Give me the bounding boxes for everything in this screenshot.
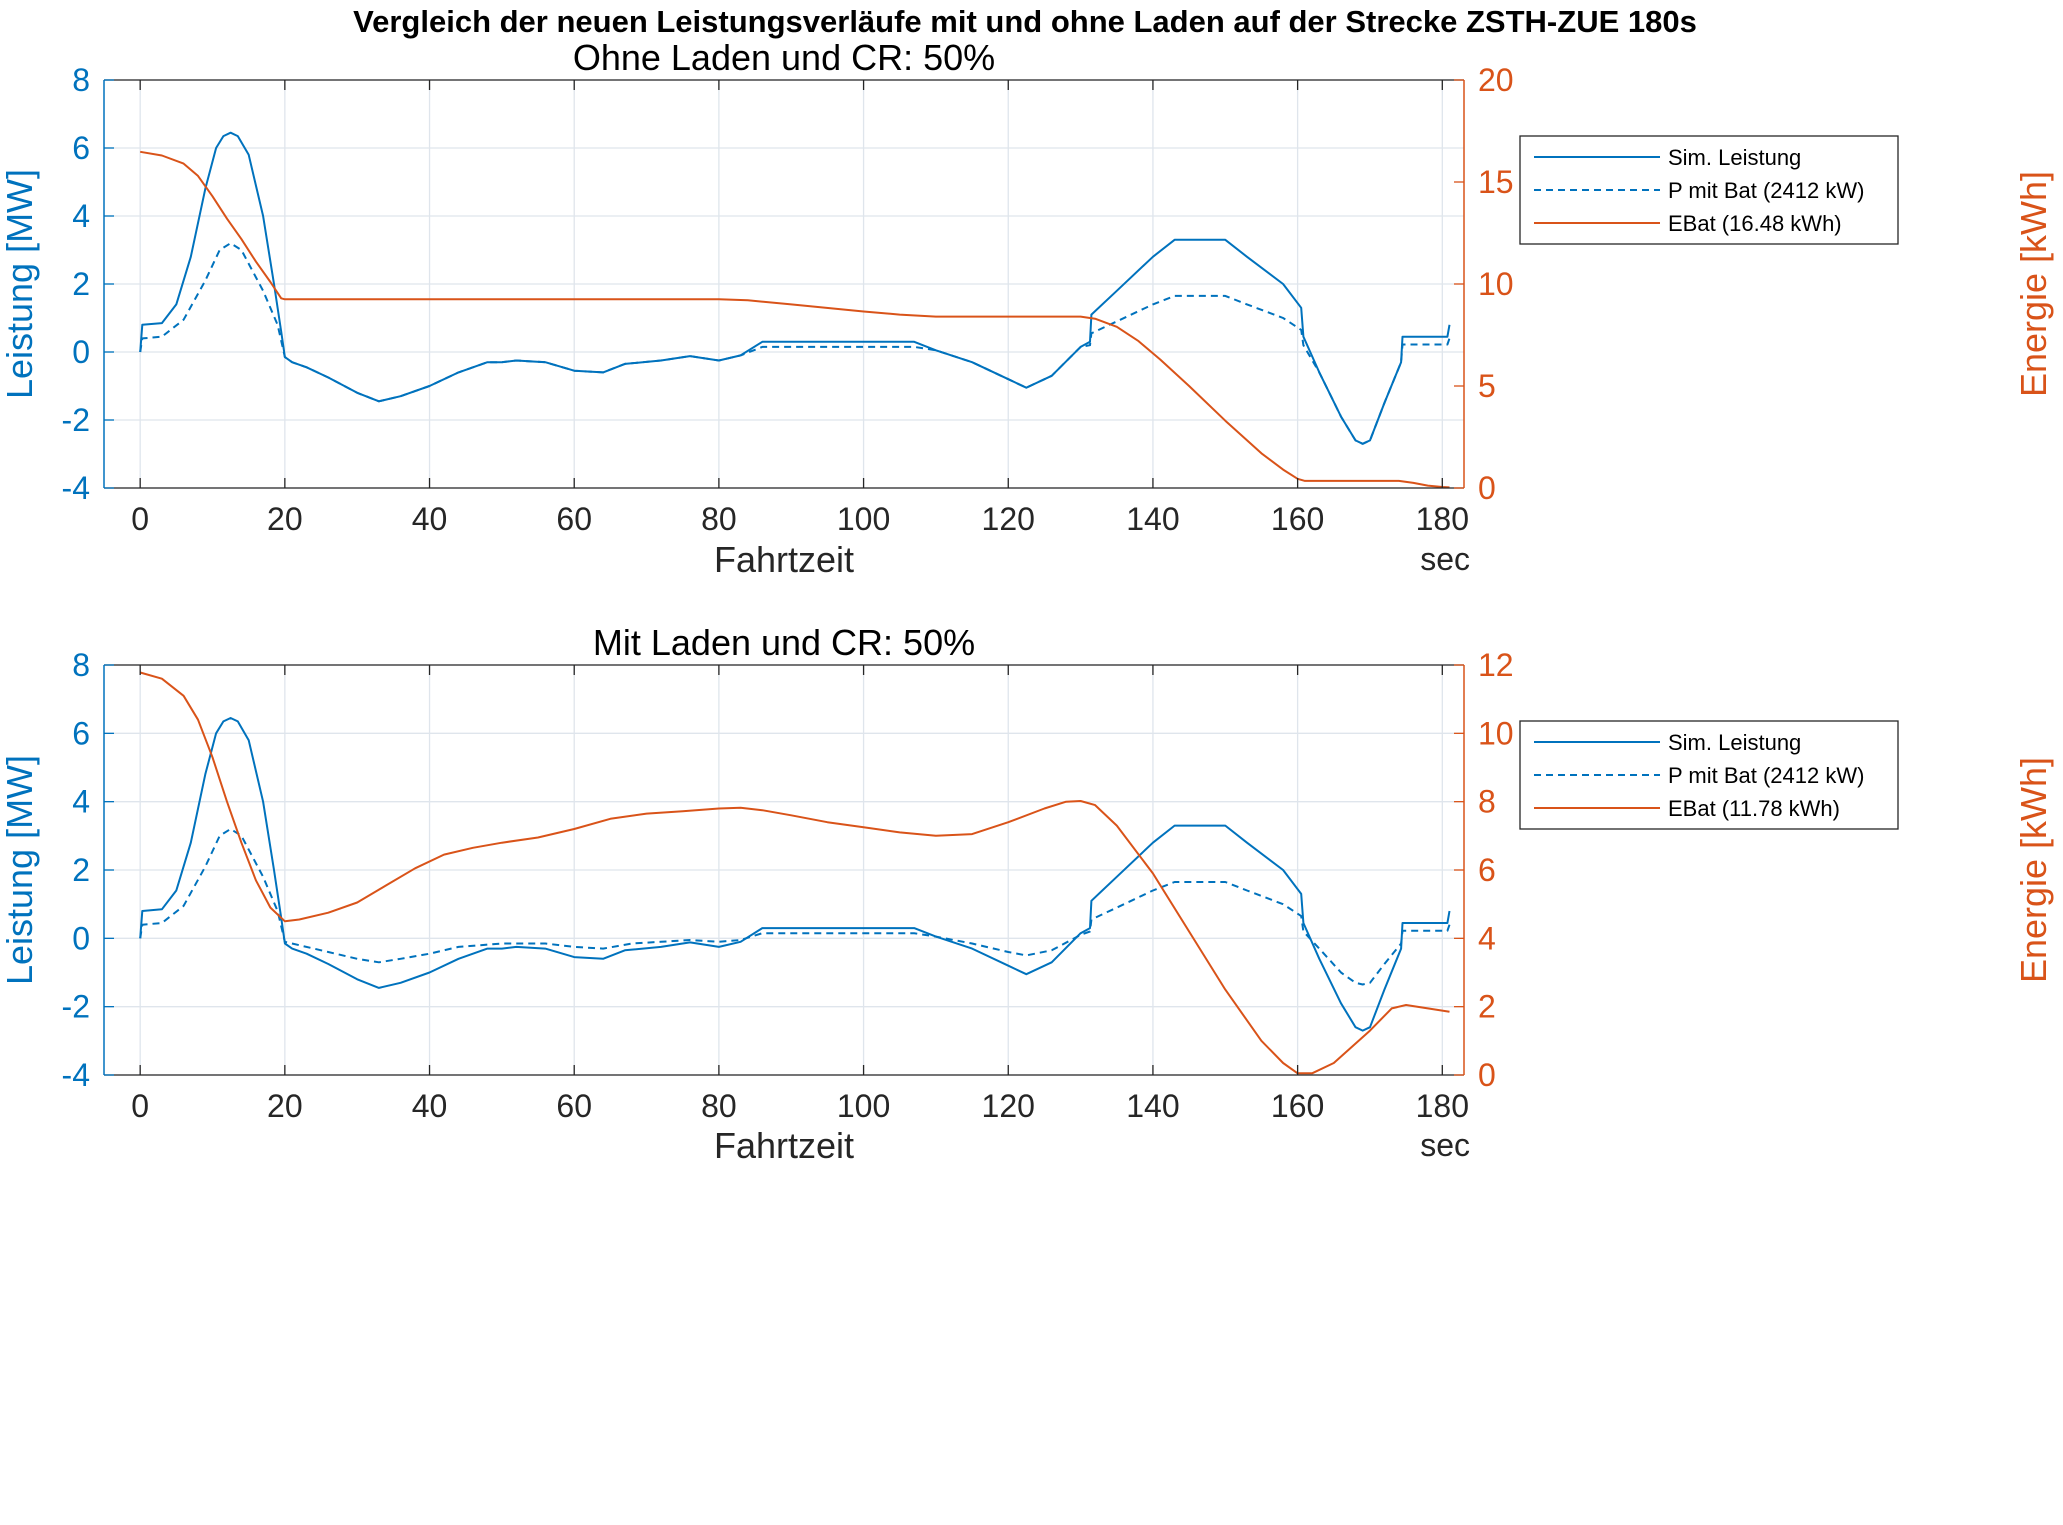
legend-label: Sim. Leistung bbox=[1668, 145, 1801, 170]
x-tick-label: 160 bbox=[1271, 1088, 1324, 1124]
chart-bottom: 0 20 40 60 80 100 120 140 160 180-4-2024680246810… bbox=[0, 622, 2054, 1166]
x-tick-label: 40 bbox=[412, 501, 448, 537]
y-tick-label-right: 0 bbox=[1478, 470, 1496, 506]
chart-title: Mit Laden und CR: 50% bbox=[593, 622, 975, 663]
chart-top: 0 20 40 60 80 100 120 140 160 180-4-2024680510152… bbox=[0, 37, 2054, 580]
x-tick-label: 40 bbox=[412, 1088, 448, 1124]
legend-label: EBat (16.48 kWh) bbox=[1668, 211, 1842, 236]
figure-suptitle: Vergleich der neuen Leistungsverläufe mi… bbox=[353, 4, 1697, 39]
legend-label: P mit Bat (2412 kW) bbox=[1668, 178, 1864, 203]
y-axis-label-left: Leistung [MW] bbox=[0, 755, 40, 985]
x-tick-label: 120 bbox=[982, 501, 1035, 537]
y-tick-label-right: 10 bbox=[1478, 715, 1514, 751]
y-axis-label-left: Leistung [MW] bbox=[0, 169, 40, 399]
y-tick-label-right: 8 bbox=[1478, 784, 1496, 820]
y-tick-label-left: 8 bbox=[72, 62, 90, 98]
y-tick-label-right: 4 bbox=[1478, 920, 1496, 956]
y-tick-label-right: 15 bbox=[1478, 164, 1514, 200]
y-tick-label-right: 0 bbox=[1478, 1057, 1496, 1093]
series-line-2 bbox=[139, 242, 1451, 445]
y-tick-label-left: 6 bbox=[72, 130, 90, 166]
series-line-3 bbox=[139, 671, 1450, 1075]
x-tick-label: 0 bbox=[131, 501, 149, 537]
y-tick-label-right: 2 bbox=[1478, 989, 1496, 1025]
x-tick-label: 120 bbox=[982, 1088, 1035, 1124]
y-axis-label-right: Energie [kWh] bbox=[2013, 757, 2054, 983]
x-tick-label: 100 bbox=[837, 1088, 890, 1124]
x-tick-label: 80 bbox=[701, 501, 737, 537]
legend-label: P mit Bat (2412 kW) bbox=[1668, 763, 1864, 788]
x-tick-label: 160 bbox=[1271, 501, 1324, 537]
x-axis-label: Fahrtzeit bbox=[714, 539, 854, 580]
x-tick-label: 140 bbox=[1126, 1088, 1179, 1124]
y-tick-label-right: 20 bbox=[1478, 62, 1514, 98]
series-line-1 bbox=[139, 717, 1451, 1032]
legend-label: Sim. Leistung bbox=[1668, 730, 1801, 755]
y-tick-label-left: 2 bbox=[72, 852, 90, 888]
y-tick-label-left: 0 bbox=[72, 920, 90, 956]
y-tick-label-left: 4 bbox=[72, 784, 90, 820]
x-tick-label: 100 bbox=[837, 501, 890, 537]
y-tick-label-left: -4 bbox=[62, 470, 90, 506]
x-tick-label: 20 bbox=[267, 501, 303, 537]
x-tick-label: 20 bbox=[267, 1088, 303, 1124]
x-tick-label: 0 bbox=[131, 1088, 149, 1124]
y-tick-label-right: 5 bbox=[1478, 368, 1496, 404]
series-line-2 bbox=[139, 828, 1451, 986]
y-tick-label-right: 10 bbox=[1478, 266, 1514, 302]
y-tick-label-right: 6 bbox=[1478, 852, 1496, 888]
y-tick-label-left: 8 bbox=[72, 647, 90, 683]
y-tick-label-left: -4 bbox=[62, 1057, 90, 1093]
x-axis-label: Fahrtzeit bbox=[714, 1125, 854, 1166]
y-tick-label-left: 0 bbox=[72, 334, 90, 370]
legend-label: EBat (11.78 kWh) bbox=[1668, 796, 1840, 821]
x-tick-label: 180 bbox=[1416, 501, 1469, 537]
y-tick-label-left: -2 bbox=[62, 989, 90, 1025]
x-tick-label: 80 bbox=[701, 1088, 737, 1124]
x-tick-label: 60 bbox=[556, 1088, 592, 1124]
x-tick-label: 140 bbox=[1126, 501, 1179, 537]
y-axis-label-right: Energie [kWh] bbox=[2013, 171, 2054, 397]
x-axis-unit: sec bbox=[1420, 1127, 1470, 1163]
x-axis-unit: sec bbox=[1420, 541, 1470, 577]
y-tick-label-left: -2 bbox=[62, 402, 90, 438]
y-tick-label-left: 2 bbox=[72, 266, 90, 302]
y-tick-label-left: 4 bbox=[72, 198, 90, 234]
x-tick-label: 180 bbox=[1416, 1088, 1469, 1124]
y-tick-label-right: 12 bbox=[1478, 647, 1514, 683]
x-tick-label: 60 bbox=[556, 501, 592, 537]
y-tick-label-left: 6 bbox=[72, 715, 90, 751]
chart-title: Ohne Laden und CR: 50% bbox=[573, 37, 995, 78]
series-line-3 bbox=[140, 150, 1450, 489]
